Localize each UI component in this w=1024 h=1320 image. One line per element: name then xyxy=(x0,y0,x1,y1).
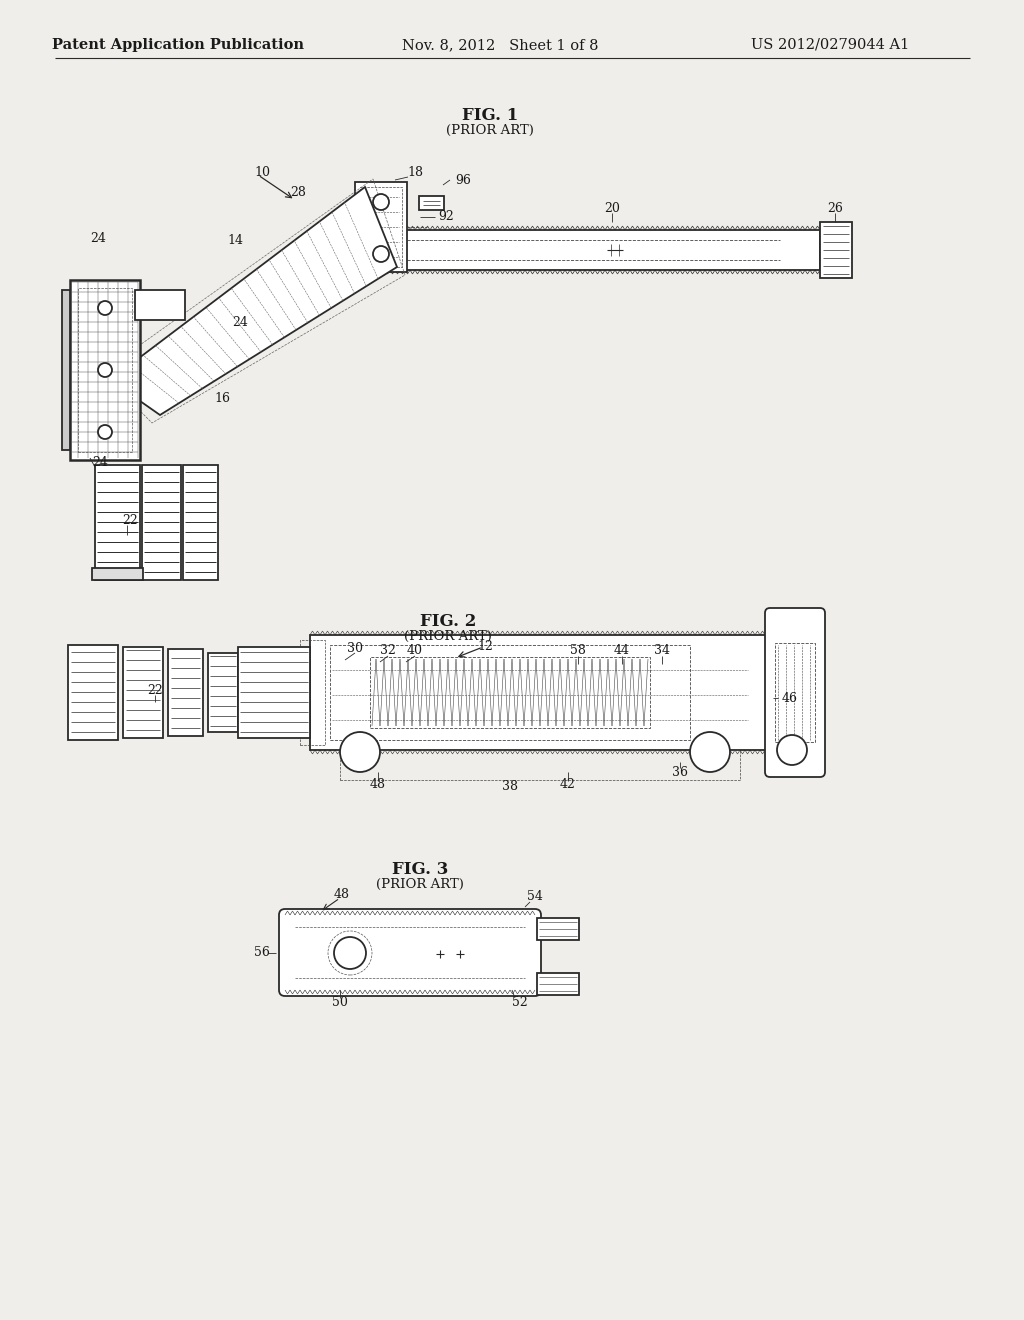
Text: 30: 30 xyxy=(347,642,362,655)
Bar xyxy=(135,290,185,319)
Text: 28: 28 xyxy=(290,186,306,198)
Bar xyxy=(775,643,815,742)
Bar xyxy=(78,288,132,451)
Bar xyxy=(142,465,181,579)
Text: 58: 58 xyxy=(570,644,586,657)
Text: 92: 92 xyxy=(438,210,454,223)
Text: 14: 14 xyxy=(227,234,243,247)
Circle shape xyxy=(340,733,380,772)
Circle shape xyxy=(98,425,112,440)
Bar xyxy=(330,645,690,741)
Text: 42: 42 xyxy=(560,779,575,792)
Bar xyxy=(537,973,579,995)
Text: FIG. 1: FIG. 1 xyxy=(462,107,518,124)
Text: 36: 36 xyxy=(672,766,688,779)
Bar xyxy=(370,230,820,271)
Bar xyxy=(355,182,407,272)
Bar xyxy=(95,465,140,579)
Bar xyxy=(310,635,770,750)
Text: 50: 50 xyxy=(332,995,348,1008)
Text: 38: 38 xyxy=(502,780,518,793)
Text: FIG. 2: FIG. 2 xyxy=(420,614,476,631)
Text: 54: 54 xyxy=(527,891,543,903)
Bar xyxy=(208,653,238,733)
Bar xyxy=(770,612,820,772)
Text: 24: 24 xyxy=(92,457,108,470)
Circle shape xyxy=(373,194,389,210)
Circle shape xyxy=(777,735,807,766)
Circle shape xyxy=(98,363,112,378)
Text: 34: 34 xyxy=(654,644,670,657)
Bar xyxy=(168,649,203,737)
Circle shape xyxy=(98,301,112,315)
Text: 40: 40 xyxy=(407,644,423,657)
FancyBboxPatch shape xyxy=(279,909,541,997)
Bar xyxy=(340,750,740,780)
Bar xyxy=(419,195,444,210)
Bar xyxy=(300,640,325,744)
Text: 18: 18 xyxy=(407,165,423,178)
Text: 56: 56 xyxy=(254,946,270,960)
Text: 20: 20 xyxy=(604,202,620,214)
Text: 22: 22 xyxy=(122,513,138,527)
Text: 96: 96 xyxy=(455,173,471,186)
Text: 32: 32 xyxy=(380,644,396,657)
Bar xyxy=(183,465,218,579)
Text: FIG. 3: FIG. 3 xyxy=(392,862,449,879)
Bar xyxy=(70,280,140,459)
Text: 12: 12 xyxy=(477,639,493,652)
Text: Nov. 8, 2012   Sheet 1 of 8: Nov. 8, 2012 Sheet 1 of 8 xyxy=(401,38,598,51)
Text: 26: 26 xyxy=(827,202,843,214)
Text: 24: 24 xyxy=(90,231,105,244)
Text: (PRIOR ART): (PRIOR ART) xyxy=(404,630,492,643)
Text: (PRIOR ART): (PRIOR ART) xyxy=(446,124,534,136)
Bar xyxy=(370,657,650,729)
Bar xyxy=(537,917,579,940)
Bar xyxy=(92,568,143,579)
Text: 16: 16 xyxy=(214,392,230,404)
Text: 48: 48 xyxy=(334,888,350,902)
Text: (PRIOR ART): (PRIOR ART) xyxy=(376,878,464,891)
Text: 22: 22 xyxy=(147,684,163,697)
Bar xyxy=(238,647,310,738)
Text: 24: 24 xyxy=(232,315,248,329)
Circle shape xyxy=(690,733,730,772)
Circle shape xyxy=(373,246,389,261)
Text: 10: 10 xyxy=(254,165,270,178)
Bar xyxy=(820,222,852,279)
Bar xyxy=(360,187,402,267)
Bar xyxy=(68,645,118,741)
Polygon shape xyxy=(110,187,397,414)
Text: Patent Application Publication: Patent Application Publication xyxy=(52,38,304,51)
Text: US 2012/0279044 A1: US 2012/0279044 A1 xyxy=(751,38,909,51)
Text: 46: 46 xyxy=(782,692,798,705)
Bar xyxy=(62,290,70,450)
Text: 44: 44 xyxy=(614,644,630,657)
Circle shape xyxy=(334,937,366,969)
Bar xyxy=(123,647,163,738)
Text: 48: 48 xyxy=(370,777,386,791)
FancyBboxPatch shape xyxy=(765,609,825,777)
Text: 52: 52 xyxy=(512,995,528,1008)
